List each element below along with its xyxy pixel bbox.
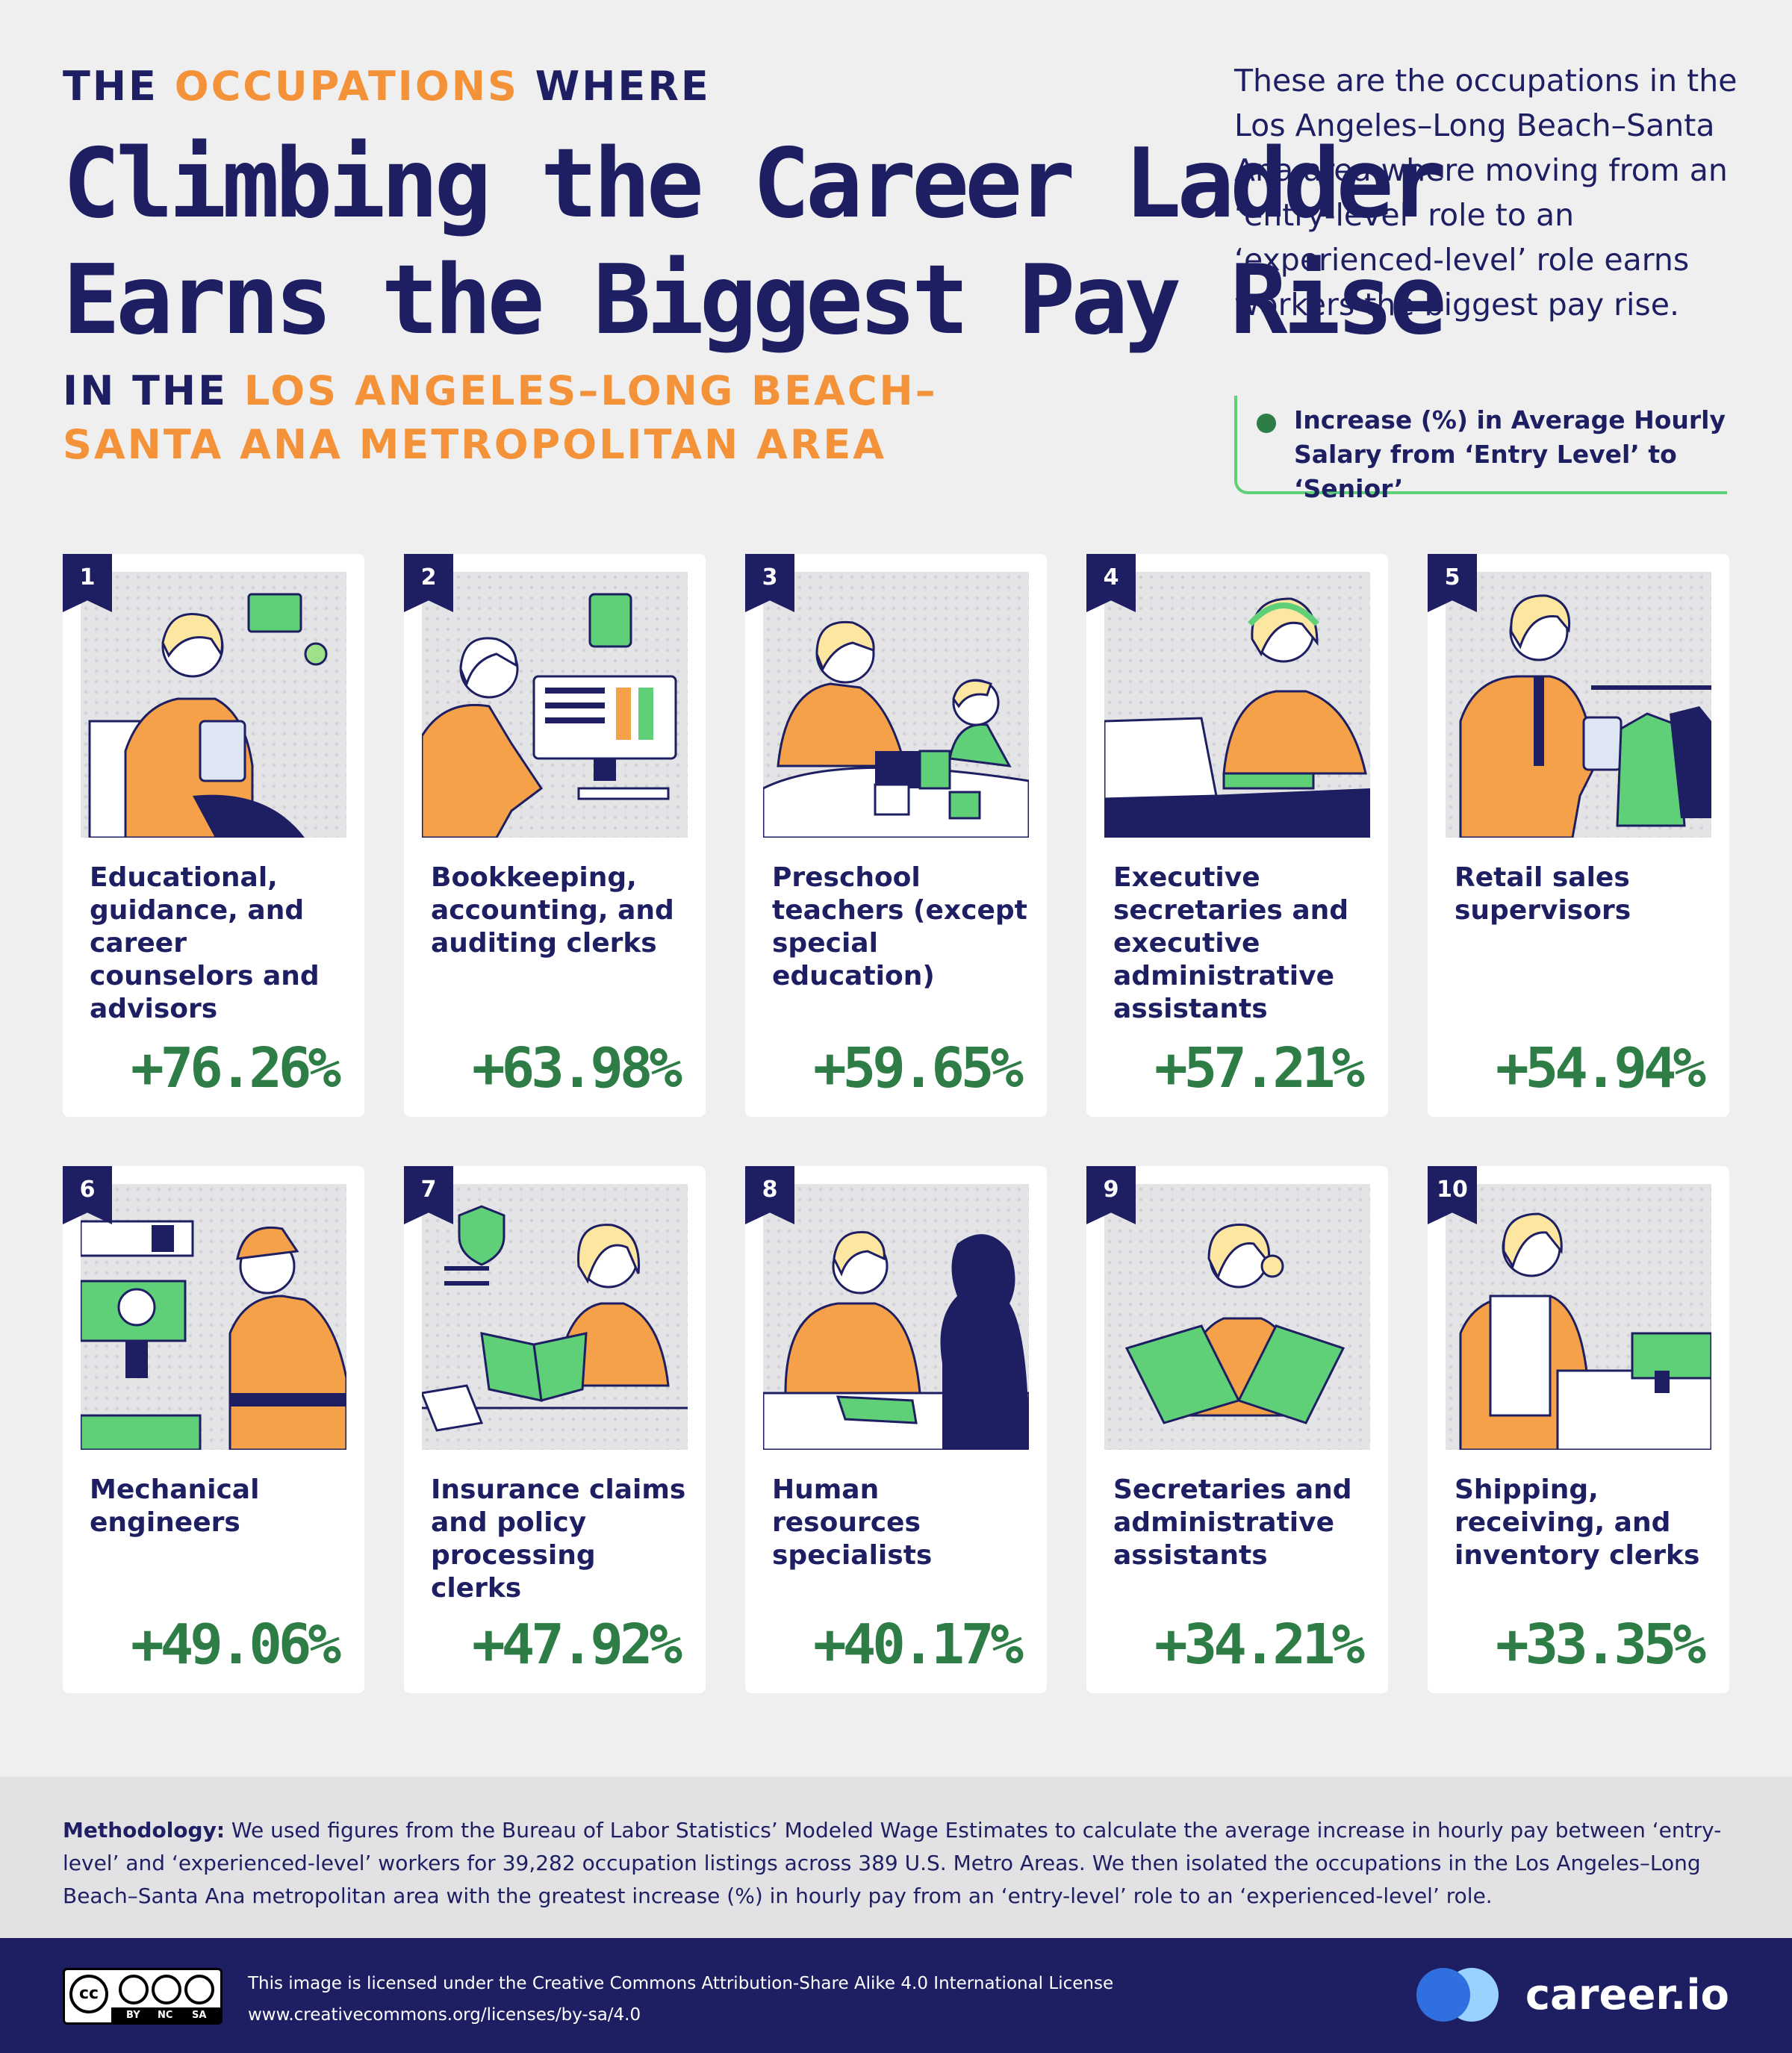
creative-commons-badge-icon[interactable]: cc BY NC SA [63,1968,223,2025]
methodology-text: We used figures from the Bureau of Labor… [63,1818,1722,1908]
increase-value: +47.92% [472,1613,682,1677]
occupation-card-4: 4 Executive secretaries and executive ad… [1086,554,1388,1117]
occupation-title: Executive secretaries and executive admi… [1113,862,1349,1024]
shipping-illustration-icon [1446,1184,1711,1450]
license-link[interactable]: www.creativecommons.org/licenses/by-sa/4… [248,2005,641,2025]
increase-value: +57.21% [1154,1036,1365,1100]
career-io-logo-icon [1416,1965,1506,2025]
admin-illustration-icon [1104,1184,1370,1450]
headline-line-1: Climbing the Career Ladder [63,128,1447,240]
occupation-card-6: 6 Mechanical engineers +49.06% [63,1166,364,1693]
license-text: This image is licensed under the Creativ… [248,1968,1113,2031]
occupation-title: Shipping, receiving, and inventory clerk… [1455,1474,1700,1571]
footer: cc BY NC SA This image is licensed under… [0,1938,1792,2053]
methodology: Methodology: We used figures from the Bu… [0,1777,1792,1938]
increase-value: +54.94% [1496,1036,1706,1100]
counselor-illustration-icon [81,572,346,838]
increase-value: +33.35% [1496,1613,1706,1677]
occupation-title: Preschool teachers (except special educa… [772,862,1027,991]
occupation-card-7: 7 Insurance claims and policy processing… [404,1166,706,1693]
occupation-card-2: 2 Bookkeeping, accounting, and auditing … [404,554,706,1117]
occupation-card-8: 8 Human resources specialists +40.17% [745,1166,1047,1693]
occupation-card-3: 3 Preschool teachers (except special edu… [745,554,1047,1117]
occupation-card-9: 9 Secretaries and administrative assista… [1086,1166,1388,1693]
increase-value: +49.06% [131,1613,341,1677]
occupation-card-10: 10 Shipping, receiving, and inventory cl… [1428,1166,1729,1693]
legend-dot-icon [1257,414,1276,433]
region-subtitle: IN THE LOS ANGELES–LONG BEACH– SANTA ANA… [63,367,938,468]
legend-label: Increase (%) in Average Hourly Salary fro… [1294,405,1726,503]
kicker-highlight: OCCUPATIONS [174,63,519,110]
increase-value: +76.26% [131,1036,341,1100]
kicker: THE OCCUPATIONS WHERE [63,63,711,110]
legend: Increase (%) in Average Hourly Salary fro… [1234,396,1727,503]
engineer-illustration-icon [81,1184,346,1450]
increase-value: +40.17% [813,1613,1024,1677]
retail-illustration-icon [1446,572,1711,838]
insurance-illustration-icon [422,1184,688,1450]
occupation-card-5: 5 Retail sales supervisors +54.94% [1428,554,1729,1117]
methodology-label: Methodology: [63,1818,225,1842]
hr-illustration-icon [763,1184,1029,1450]
increase-value: +34.21% [1154,1613,1365,1677]
brand-name: career.io [1525,1970,1729,2019]
occupation-title: Secretaries and administrative assistant… [1113,1474,1352,1571]
teacher-illustration-icon [763,572,1029,838]
occupation-title: Human resources specialists [772,1474,933,1571]
increase-value: +63.98% [472,1036,682,1100]
occupation-card-1: 1 Educational, guidance, and career coun… [63,554,364,1117]
intro-text: These are the occupations in the Los Ang… [1234,63,1737,323]
occupation-title: Mechanical engineers [90,1474,260,1538]
increase-value: +59.65% [813,1036,1024,1100]
occupation-title: Insurance claims and policy processing c… [431,1474,686,1604]
secretary-illustration-icon [1104,572,1370,838]
brand-logo[interactable]: career.io [1416,1960,1729,2029]
occupation-title: Bookkeeping, accounting, and auditing cl… [431,862,674,959]
occupation-title: Retail sales supervisors [1455,862,1631,926]
occupation-title: Educational, guidance, and career counse… [90,862,320,1024]
headline-line-2: Earns the Biggest Pay Rise [63,245,1447,356]
bookkeeper-illustration-icon [422,572,688,838]
